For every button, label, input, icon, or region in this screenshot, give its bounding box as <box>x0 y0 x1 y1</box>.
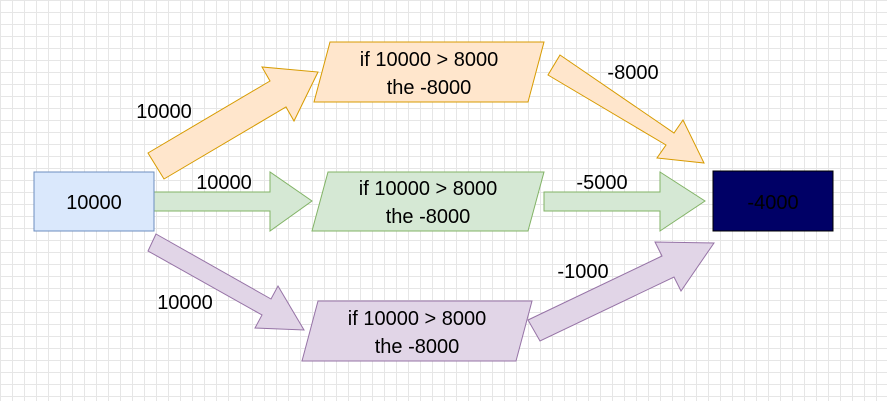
arrow-source-to-top-condition <box>147 66 319 180</box>
arrow-source-to-bottom-condition <box>147 233 305 331</box>
arrow-top-condition-to-result <box>547 54 705 164</box>
top-condition-box[interactable] <box>313 41 545 103</box>
result-node-label: -4000 <box>747 192 798 214</box>
bottom-condition-box[interactable] <box>301 300 533 362</box>
source-node-label: 10000 <box>66 192 122 214</box>
top-condition-line2: the -8000 <box>387 77 472 99</box>
top-input-label: 10000 <box>136 101 192 123</box>
middle-condition-box[interactable] <box>311 171 545 232</box>
middle-output-label: -5000 <box>576 172 627 194</box>
bottom-input-label: 10000 <box>157 292 213 314</box>
result-node[interactable] <box>712 170 834 232</box>
bottom-condition-line2: the -8000 <box>375 336 460 358</box>
middle-input-label: 10000 <box>196 172 252 194</box>
top-condition-line1: if 10000 > 8000 <box>360 49 498 71</box>
arrow-bottom-condition-to-result <box>527 241 715 342</box>
bottom-output-label: -1000 <box>557 261 608 283</box>
middle-condition-line1: if 10000 > 8000 <box>359 178 497 200</box>
source-node[interactable] <box>33 171 155 232</box>
bottom-condition-line1: if 10000 > 8000 <box>348 308 486 330</box>
arrow-source-to-middle-condition <box>153 171 313 232</box>
arrow-middle-condition-to-result <box>543 171 706 232</box>
middle-condition-line2: the -8000 <box>386 206 471 228</box>
top-output-label: -8000 <box>607 62 658 84</box>
